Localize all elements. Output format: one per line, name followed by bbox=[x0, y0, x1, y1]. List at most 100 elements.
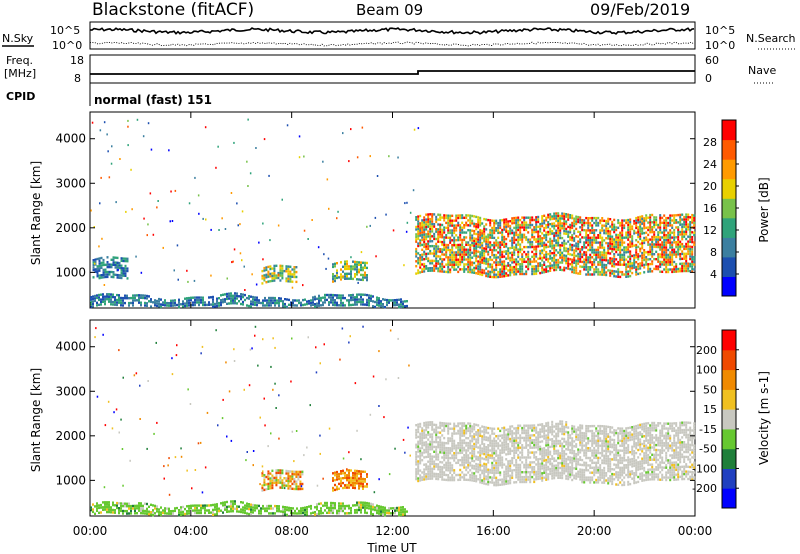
echo-cell bbox=[537, 218, 540, 221]
echo-cell bbox=[515, 463, 518, 467]
echo-cell bbox=[477, 434, 480, 437]
echo-cell bbox=[435, 472, 438, 476]
echo-point bbox=[277, 273, 280, 276]
echo-cell bbox=[368, 304, 370, 307]
echo-cell bbox=[619, 253, 622, 257]
echo-cell bbox=[683, 267, 686, 270]
echo-cell bbox=[286, 305, 288, 309]
echo-cell bbox=[669, 224, 672, 227]
echo-cell bbox=[663, 234, 666, 237]
echo-cell bbox=[529, 238, 532, 241]
echo-cell bbox=[481, 481, 484, 485]
echo-cell bbox=[485, 247, 488, 251]
echo-cell bbox=[523, 478, 526, 481]
echo-cell bbox=[120, 301, 122, 305]
echo-cell bbox=[278, 297, 280, 300]
echo-cell bbox=[483, 443, 486, 446]
echo-cell bbox=[541, 428, 544, 431]
echo-cell bbox=[681, 262, 684, 265]
echo-cell bbox=[647, 221, 650, 224]
echo-cell bbox=[609, 259, 612, 263]
echo-cell bbox=[471, 427, 474, 431]
echo-cell bbox=[551, 430, 554, 433]
echo-cell bbox=[100, 293, 102, 296]
echo-cell bbox=[437, 463, 440, 466]
echo-cell bbox=[439, 228, 442, 231]
echo-cell bbox=[567, 233, 570, 236]
echo-cell bbox=[511, 229, 514, 232]
echo-cell bbox=[599, 427, 602, 430]
echo-cell bbox=[611, 247, 614, 251]
echo-cell bbox=[567, 262, 570, 265]
echo-cell bbox=[126, 257, 129, 260]
echo-cell bbox=[441, 444, 444, 447]
echo-cell bbox=[439, 270, 442, 273]
echo-cell bbox=[443, 429, 446, 432]
echo-cell bbox=[417, 445, 420, 448]
echo-cell bbox=[579, 441, 582, 444]
echo-cell bbox=[281, 269, 284, 273]
echo-cell bbox=[603, 271, 606, 274]
echo-cell bbox=[234, 297, 236, 300]
echo-cell bbox=[443, 446, 446, 450]
echo-cell bbox=[585, 251, 588, 254]
colorbar-tick-label: 20 bbox=[703, 180, 717, 193]
echo-cell bbox=[212, 295, 214, 299]
echo-cell bbox=[491, 452, 494, 455]
echo-cell bbox=[575, 443, 578, 446]
echo-cell bbox=[481, 254, 484, 257]
echo-cell bbox=[593, 432, 596, 435]
echo-cell bbox=[519, 270, 522, 273]
echo-cell bbox=[593, 481, 596, 484]
echo-cell bbox=[493, 241, 496, 244]
echo-cell bbox=[619, 241, 622, 244]
echo-cell bbox=[477, 245, 480, 248]
echo-point bbox=[369, 224, 371, 227]
echo-cell bbox=[441, 236, 444, 239]
echo-cell bbox=[589, 229, 592, 232]
echo-cell bbox=[368, 294, 370, 297]
echo-cell bbox=[571, 437, 574, 440]
echo-cell bbox=[441, 441, 444, 444]
echo-cell bbox=[334, 274, 336, 278]
echo-cell bbox=[655, 245, 658, 249]
echo-cell bbox=[591, 251, 594, 254]
echo-cell bbox=[609, 257, 612, 260]
echo-cell bbox=[551, 264, 554, 267]
echo-cell bbox=[471, 444, 474, 448]
echo-cell bbox=[591, 231, 594, 234]
echo-cell bbox=[96, 257, 99, 261]
echo-cell bbox=[693, 231, 696, 234]
echo-cell bbox=[513, 251, 516, 254]
echo-cell bbox=[535, 429, 538, 432]
echo-cell bbox=[613, 272, 616, 275]
echo-cell bbox=[665, 224, 668, 227]
echo-cell bbox=[447, 226, 450, 230]
echo-cell bbox=[499, 429, 502, 433]
echo-cell bbox=[477, 463, 480, 466]
echo-cell bbox=[497, 454, 500, 457]
echo-cell bbox=[535, 267, 538, 270]
echo-cell bbox=[679, 216, 682, 219]
echo-cell bbox=[415, 218, 418, 221]
echo-cell bbox=[593, 273, 596, 276]
echo-cell bbox=[449, 427, 452, 430]
echo-cell bbox=[505, 218, 508, 221]
echo-cell bbox=[619, 243, 622, 247]
echo-cell bbox=[619, 261, 622, 264]
echo-cell bbox=[611, 257, 614, 260]
echo-cell bbox=[118, 299, 120, 302]
echo-cell bbox=[463, 270, 466, 273]
echo-cell bbox=[523, 226, 526, 229]
echo-cell bbox=[236, 302, 238, 305]
echo-cell bbox=[433, 455, 436, 458]
echo-cell bbox=[637, 228, 640, 231]
echo-cell bbox=[539, 472, 542, 475]
echo-cell bbox=[551, 428, 554, 431]
echo-cell bbox=[671, 268, 674, 271]
echo-cell bbox=[687, 225, 690, 229]
echo-cell bbox=[451, 432, 454, 435]
echo-point bbox=[350, 128, 352, 131]
echo-cell bbox=[120, 276, 123, 280]
echo-cell bbox=[605, 222, 608, 225]
